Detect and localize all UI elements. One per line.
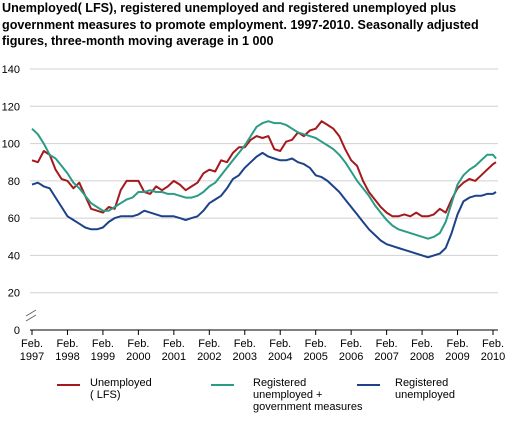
x-tick-label: 1997: [20, 351, 44, 363]
x-tick-label: 2004: [268, 351, 292, 363]
title-line-2: government measures to promote employmen…: [2, 17, 479, 32]
y-tick-label: 60: [8, 213, 20, 225]
x-tick-label: 2000: [126, 351, 150, 363]
x-tick-label: Feb.: [482, 338, 504, 350]
series-line-2: [31, 120, 497, 240]
series-line-1: [31, 120, 497, 218]
y-tick-label: 100: [2, 139, 20, 151]
x-tick-label: 2003: [233, 351, 257, 363]
y-axis-ticks: 0 20 40 60 80 100 120 140: [2, 64, 20, 337]
x-tick-label: Feb.: [234, 338, 256, 350]
y-tick-label: 40: [8, 250, 20, 262]
y-tick-label: 20: [8, 288, 20, 300]
x-tick-label: 2005: [303, 351, 327, 363]
y-tick-label: 120: [2, 101, 20, 113]
x-tick-label: Feb.: [340, 338, 362, 350]
series-lines: [31, 120, 497, 259]
chart-title: Unemployed( LFS), registered unemployed …: [2, 0, 510, 50]
x-tick-label: Feb.: [198, 338, 220, 350]
axis-break-mark: [25, 309, 37, 317]
x-tick-label: 2001: [162, 351, 186, 363]
series-line-3: [31, 151, 497, 259]
title-line-3: figures, three-month moving average in 1…: [2, 34, 274, 48]
x-tick-label: Feb.: [305, 338, 327, 350]
axis-break-mark: [25, 314, 37, 322]
y-tick-label: 0: [14, 325, 20, 337]
x-tick-label: 2002: [197, 351, 221, 363]
x-tick-label: 2006: [339, 351, 363, 363]
x-tick-label: 2010: [481, 351, 505, 363]
x-tick-label: Feb.: [411, 338, 433, 350]
x-tick-label: Feb.: [21, 338, 43, 350]
gridlines: [30, 68, 498, 294]
legend-label: Registered: [253, 377, 306, 389]
x-tick-label: 1999: [91, 351, 115, 363]
legend-label: Registered: [395, 377, 448, 389]
x-tick-label: Feb.: [92, 338, 114, 350]
x-tick-label: Feb.: [269, 338, 291, 350]
x-tick-label: Feb.: [127, 338, 149, 350]
x-tick-label: 2009: [445, 351, 469, 363]
x-tick-label: 2008: [410, 351, 434, 363]
legend-label: government measures: [253, 401, 363, 413]
x-tick-label: 2007: [374, 351, 398, 363]
x-tick-label: Feb.: [447, 338, 469, 350]
legend-label: Unemployed: [90, 377, 152, 389]
x-tick-label: Feb.: [163, 338, 185, 350]
x-axis: Feb.1997Feb.1998Feb.1999Feb.2000Feb.2001…: [20, 309, 505, 363]
x-tick-label: 1998: [55, 351, 79, 363]
y-tick-label: 80: [8, 176, 20, 188]
y-tick-label: 140: [2, 64, 20, 76]
legend-label: ( LFS): [90, 389, 121, 401]
x-tick-label: Feb.: [376, 338, 398, 350]
x-tick-label: Feb.: [56, 338, 78, 350]
title-line-1: Unemployed( LFS), registered unemployed …: [2, 1, 457, 15]
legend-label: unemployed +: [253, 389, 322, 401]
legend-label: unemployed: [395, 389, 455, 401]
